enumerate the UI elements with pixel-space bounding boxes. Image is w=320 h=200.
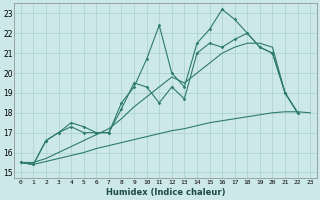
X-axis label: Humidex (Indice chaleur): Humidex (Indice chaleur) [106,188,225,197]
